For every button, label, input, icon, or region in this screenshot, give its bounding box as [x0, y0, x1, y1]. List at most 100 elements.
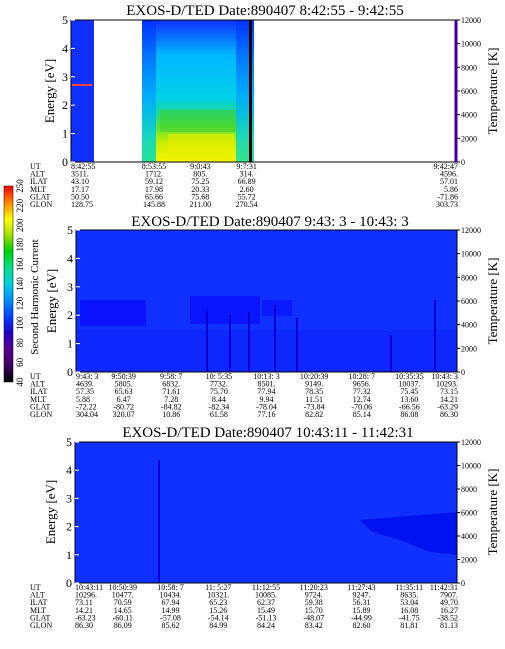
orbit-row-label: GLAT	[30, 402, 51, 411]
orbit-value: 86.08	[400, 410, 418, 419]
panel-2-vertical-spikes	[206, 300, 436, 372]
panel-2-title: EXOS-D/TED Date:890407 9:43: 3 - 10:43: …	[131, 214, 408, 230]
panel-3-temperature-axis: 0 2000 4000 6000 8000 10000 12000	[457, 438, 481, 588]
energy-tick-label: 2	[66, 520, 72, 534]
orbit-value: -38.52	[437, 613, 458, 622]
orbit-value: -72.22	[76, 402, 97, 411]
orbit-value: 16.08	[400, 606, 418, 615]
orbit-value: 4639.	[76, 380, 94, 389]
orbit-value: -63.29	[437, 402, 458, 411]
orbit-row-label: ALT	[30, 170, 45, 179]
panel-1: EXOS-D/TED Date:890407 8:42:55 - 9:42:55…	[30, 3, 500, 209]
orbit-value: 303.73	[436, 200, 458, 209]
orbit-value: 75.70	[210, 387, 228, 396]
orbit-value: 10:58: 7	[157, 583, 183, 592]
orbit-value: 8501.	[258, 380, 276, 389]
colorbar-tick-label: 180	[15, 238, 25, 252]
panel-3-y-axis-label: Energy [eV]	[43, 480, 58, 544]
panel-1-black-stripe	[249, 20, 252, 162]
orbit-value: 16.27	[440, 606, 458, 615]
orbit-value: 9247.	[353, 591, 371, 600]
orbit-value: 211.00	[189, 200, 211, 209]
orbit-value: 83.42	[305, 621, 323, 630]
temperature-tick-label: 6000	[461, 509, 477, 518]
panel-1-empty-region	[254, 20, 457, 162]
temperature-tick-label: 6000	[461, 87, 477, 96]
orbit-value: 15.26	[209, 606, 227, 615]
temperature-tick-label: 2000	[461, 556, 477, 565]
orbit-value: 81.13	[440, 621, 458, 630]
temperature-tick-label: 8000	[461, 273, 477, 282]
temperature-tick-label: 8000	[461, 485, 477, 494]
orbit-value: 71.61	[162, 387, 180, 396]
orbit-value: 75.68	[191, 192, 209, 201]
orbit-value: 8635.	[400, 591, 418, 600]
orbit-value: 4596.	[440, 170, 458, 179]
orbit-value: 6.47	[117, 395, 131, 404]
energy-tick-label: 1	[66, 548, 72, 562]
panel-2: EXOS-D/TED Date:890407 9:43: 3 - 10:43: …	[30, 214, 500, 419]
orbit-value: 11:20:23	[300, 583, 328, 592]
orbit-value: -63.23	[75, 613, 96, 622]
colorbar-tick-label: 120	[15, 296, 25, 310]
orbit-value: 9:42:47	[434, 162, 458, 171]
orbit-value: 10293.	[436, 380, 458, 389]
orbit-value: 805.	[193, 170, 207, 179]
panel-1-green-band	[160, 110, 236, 132]
orbit-value: 84.99	[209, 621, 227, 630]
orbit-value: -44.99	[351, 613, 372, 622]
orbit-value: 10:35:35	[395, 372, 423, 381]
panel-2-low-energy-haze	[76, 330, 457, 372]
orbit-value: 10:13: 3	[253, 372, 279, 381]
orbit-value: -57.08	[160, 613, 181, 622]
panel-2-temperature-axis: 0 2000 4000 6000 8000 10000 12000	[457, 226, 481, 377]
orbit-value: 67.94	[162, 598, 180, 607]
orbit-value: 15.70	[305, 606, 323, 615]
orbit-value: 10: 5:35	[206, 372, 232, 381]
orbit-value: 10:50:39	[109, 583, 137, 592]
orbit-value: 9:58: 7	[160, 372, 182, 381]
orbit-value: 270.54	[236, 200, 258, 209]
orbit-value: -70.06	[351, 402, 372, 411]
orbit-value: 75.25	[191, 177, 209, 186]
panel-3-energy-axis: 0 1 2 3 4 5	[66, 435, 79, 590]
orbit-value: 9:0:43	[190, 162, 210, 171]
orbit-value: 9149.	[305, 380, 323, 389]
temperature-tick-label: 2000	[461, 134, 477, 143]
panel-1-y-axis-label: Energy [eV]	[42, 59, 57, 123]
orbit-value: 65.63	[115, 387, 133, 396]
orbit-value: 75.45	[400, 387, 418, 396]
orbit-value: 10.86	[162, 410, 180, 419]
panel-1-yellow-core	[168, 134, 234, 160]
orbit-value: 55.72	[238, 192, 256, 201]
energy-tick-label: 4	[66, 463, 72, 477]
orbit-value: 7732.	[210, 380, 228, 389]
orbit-value: 9:43: 3	[76, 372, 98, 381]
orbit-value: -51.13	[256, 613, 277, 622]
colorbar-tick-label: 60	[15, 357, 25, 367]
panel-1-y2-axis-label: Temperature [K]	[485, 48, 500, 135]
temperature-tick-label: 8000	[461, 63, 477, 72]
temperature-tick-label: 6000	[461, 297, 477, 306]
orbit-row-label: UT	[30, 583, 41, 592]
temperature-tick-label: 12000	[461, 16, 481, 25]
orbit-value: 13.60	[400, 395, 418, 404]
temperature-tick-label: 0	[461, 579, 465, 588]
orbit-value: -80.72	[113, 402, 134, 411]
temperature-tick-label: 4000	[461, 321, 477, 330]
orbit-value: 10434.	[160, 591, 182, 600]
energy-tick-label: 0	[67, 365, 73, 379]
orbit-value: 17.98	[145, 185, 163, 194]
temperature-tick-label: 4000	[461, 532, 477, 541]
orbit-value: 86.09	[114, 621, 132, 630]
panel-2-orbit-table: UT 9:43: 3 9:50:39 9:58: 7 10: 5:35 10:13: 3 1…	[30, 372, 458, 419]
colorbar-tick-label: 80	[15, 338, 25, 348]
energy-tick-label: 2	[62, 98, 68, 112]
orbit-value: 14.65	[114, 606, 132, 615]
panel-1-red-marker	[72, 84, 92, 86]
orbit-value: 15.89	[353, 606, 371, 615]
orbit-row-label: ALT	[30, 380, 45, 389]
orbit-value: 9724.	[305, 591, 323, 600]
panel-1-energy-axis: 0 1 2 3 4 5	[62, 13, 75, 169]
orbit-value: -66.56	[399, 402, 420, 411]
